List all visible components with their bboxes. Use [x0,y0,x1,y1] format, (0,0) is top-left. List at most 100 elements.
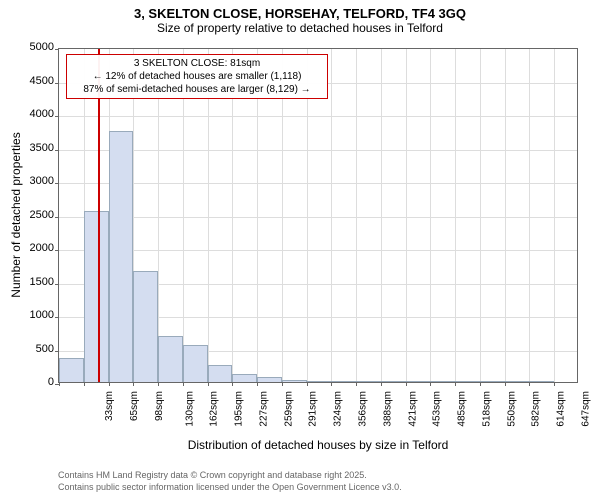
x-tick [183,382,184,386]
histogram-bar [84,211,109,382]
x-tick-label: 582sqm [531,391,542,427]
annotation-box: 3 SKELTON CLOSE: 81sqm← 12% of detached … [66,54,328,99]
y-tick [55,217,59,218]
x-tick-label: 65sqm [129,391,140,421]
histogram-bar [109,131,134,382]
x-tick-label: 453sqm [432,391,443,427]
grid-line [480,49,481,382]
y-tick-label: 4500 [18,75,54,87]
x-tick-label: 614sqm [556,391,567,427]
y-tick-label: 5000 [18,41,54,53]
attribution-line2: Contains public sector information licen… [58,482,402,492]
x-tick [257,382,258,386]
x-tick-label: 388sqm [382,391,393,427]
histogram-bar [529,381,554,382]
grid-line [505,49,506,382]
x-tick-label: 227sqm [259,391,270,427]
histogram-bar [307,381,332,382]
histogram-bar [381,381,406,382]
x-tick [282,382,283,386]
x-tick [331,382,332,386]
x-tick [59,382,60,386]
x-tick [109,382,110,386]
grid-line [59,150,577,151]
histogram-bar [208,365,233,382]
histogram-bar [455,381,480,382]
histogram-bar [430,381,455,382]
y-tick [55,284,59,285]
x-tick [208,382,209,386]
histogram-bar [356,381,381,382]
histogram-bar [480,381,505,382]
x-tick [84,382,85,386]
y-tick-label: 3500 [18,142,54,154]
y-tick [55,250,59,251]
grid-line [59,250,577,251]
x-tick-label: 98sqm [154,391,165,421]
grid-line [381,49,382,382]
histogram-bar [59,358,84,382]
x-tick-label: 130sqm [184,391,195,427]
grid-line [59,183,577,184]
chart-title: 3, SKELTON CLOSE, HORSEHAY, TELFORD, TF4… [0,0,600,21]
x-tick [406,382,407,386]
x-tick [505,382,506,386]
x-tick-label: 162sqm [209,391,220,427]
grid-line [59,217,577,218]
x-tick-label: 259sqm [283,391,294,427]
grid-line [455,49,456,382]
y-tick-label: 2000 [18,242,54,254]
histogram-bar [133,271,158,382]
x-tick [307,382,308,386]
x-tick [529,382,530,386]
y-tick-label: 1000 [18,309,54,321]
x-tick-label: 550sqm [506,391,517,427]
x-tick-label: 356sqm [358,391,369,427]
y-tick [55,351,59,352]
x-tick-label: 421sqm [407,391,418,427]
x-axis-label: Distribution of detached houses by size … [58,438,578,452]
histogram-bar [282,380,307,382]
x-tick-label: 485sqm [457,391,468,427]
x-tick [381,382,382,386]
annotation-line: ← 12% of detached houses are smaller (1,… [71,70,323,83]
x-tick-label: 195sqm [234,391,245,427]
y-tick-label: 500 [18,343,54,355]
histogram-bar [158,336,183,382]
y-tick-label: 4000 [18,108,54,120]
y-tick [55,49,59,50]
grid-line [529,49,530,382]
x-tick [430,382,431,386]
grid-line [406,49,407,382]
x-tick [356,382,357,386]
y-tick [55,116,59,117]
y-tick-label: 1500 [18,276,54,288]
y-tick [55,150,59,151]
chart-subtitle: Size of property relative to detached ho… [0,21,600,35]
histogram-bar [232,374,257,382]
y-tick [55,83,59,84]
grid-line [331,49,332,382]
histogram-bar [505,381,530,382]
y-tick-label: 0 [18,376,54,388]
y-tick-label: 2500 [18,209,54,221]
x-tick-label: 647sqm [580,391,591,427]
grid-line [554,49,555,382]
x-tick-label: 324sqm [333,391,344,427]
x-tick [232,382,233,386]
histogram-bar [257,377,282,382]
x-tick-label: 518sqm [481,391,492,427]
y-tick [55,183,59,184]
y-tick-label: 3000 [18,175,54,187]
x-tick-label: 291sqm [308,391,319,427]
x-tick [554,382,555,386]
x-tick [133,382,134,386]
x-tick [158,382,159,386]
x-tick [480,382,481,386]
annotation-line: 3 SKELTON CLOSE: 81sqm [71,57,323,70]
x-tick-label: 33sqm [104,391,115,421]
histogram-bar [331,381,356,382]
grid-line [59,116,577,117]
attribution-line1: Contains HM Land Registry data © Crown c… [58,470,367,480]
x-tick [455,382,456,386]
